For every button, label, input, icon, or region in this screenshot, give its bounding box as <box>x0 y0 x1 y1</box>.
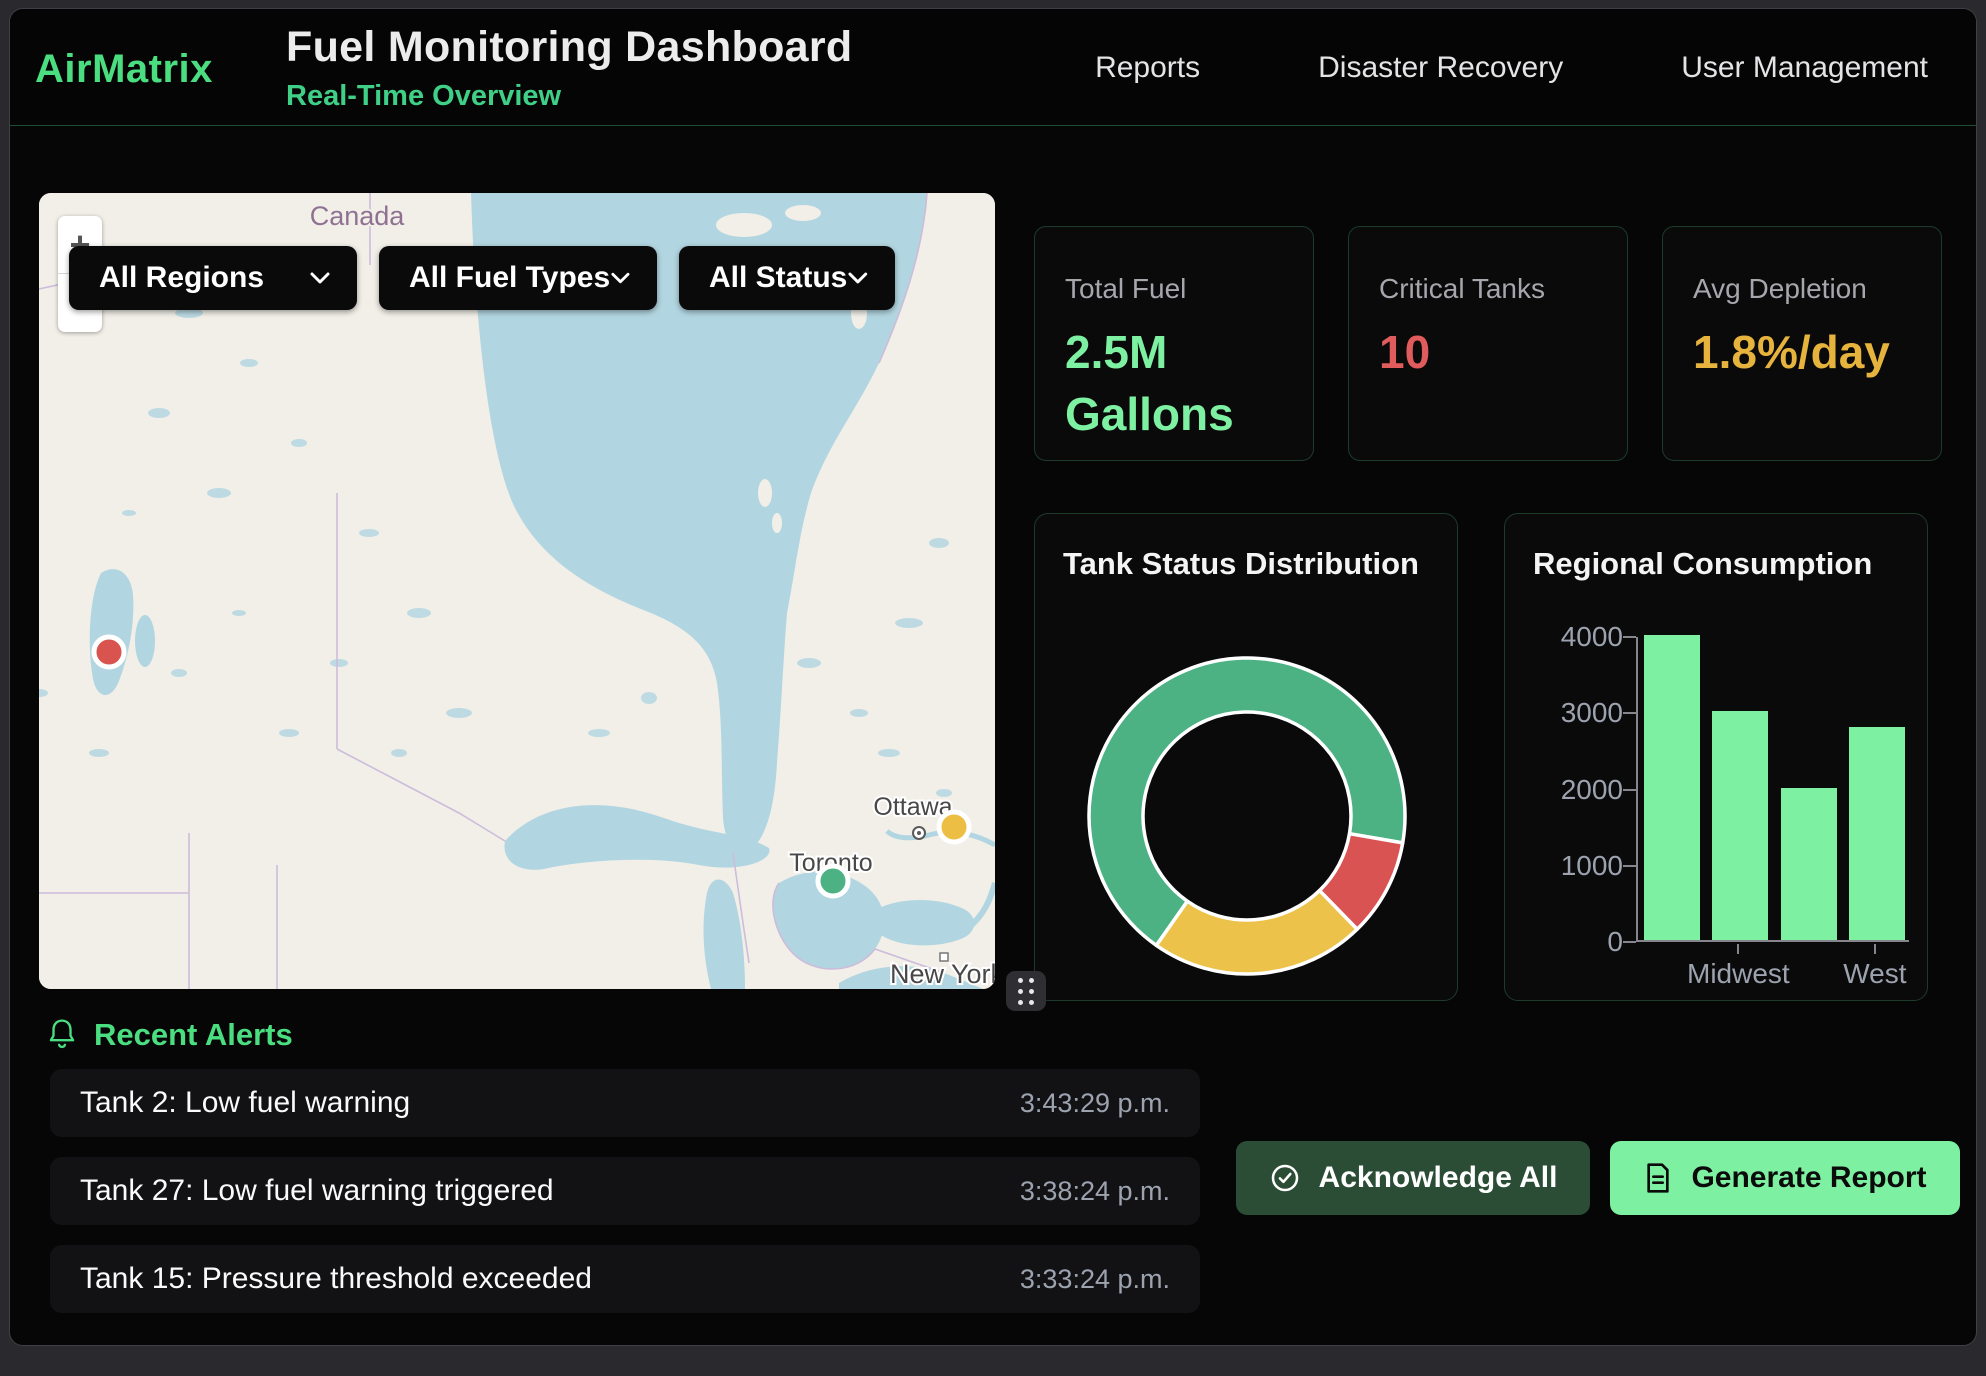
recent-alerts-title: Recent Alerts <box>94 1017 293 1052</box>
consumption-bar-1 <box>1644 635 1701 940</box>
alert-text: Tank 15: Pressure threshold exceeded <box>80 1262 592 1295</box>
alert-text: Tank 2: Low fuel warning <box>80 1086 411 1119</box>
nav-item-reports[interactable]: Reports <box>1095 50 1201 84</box>
tank-status-chart-card: Tank Status Distribution <box>1034 513 1458 1001</box>
bar-x-tick-mark <box>1737 944 1740 954</box>
bar-y-tick-mark <box>1623 864 1636 867</box>
map-canvas: Canada Ottawa Toronto New York <box>39 193 995 989</box>
fuel-type-filter-value: All Fuel Types <box>409 261 611 294</box>
bar-chart-title: Regional Consumption <box>1533 546 1873 581</box>
bar-x-tick-label: Midwest <box>1687 958 1790 989</box>
chevron-down-icon <box>310 272 330 284</box>
page-title: Fuel Monitoring Dashboard <box>286 23 853 71</box>
generate-report-button[interactable]: Generate Report <box>1610 1141 1960 1215</box>
acknowledge-all-button[interactable]: Acknowledge All <box>1236 1141 1590 1215</box>
bar-y-tick-label: 4000 <box>1560 621 1623 652</box>
chevron-down-icon <box>611 272 630 284</box>
bar-y-tick-mark <box>1623 636 1636 638</box>
bar-y-tick-label: 1000 <box>1560 849 1623 881</box>
page-subtitle: Real-Time Overview <box>286 80 562 112</box>
bar-y-tick-mark <box>1623 712 1636 715</box>
donut-chart-title: Tank Status Distribution <box>1063 546 1419 581</box>
bell-icon <box>49 1019 75 1049</box>
bar-plot-area <box>1636 635 1909 942</box>
chevron-down-icon <box>848 272 868 284</box>
nav-item-disaster-recovery[interactable]: Disaster Recovery <box>1318 50 1564 84</box>
check-circle-icon <box>1271 1164 1298 1192</box>
top-header: AirMatrix Fuel Monitoring Dashboard Real… <box>10 9 1976 126</box>
stat-label: Critical Tanks <box>1379 273 1545 304</box>
bar-x-tick-label: West <box>1843 958 1907 989</box>
stat-card-critical-tanks: Critical Tanks 10 <box>1348 226 1628 461</box>
map-lake-ontario <box>870 900 975 946</box>
consumption-bar-2 <box>1712 711 1769 940</box>
acknowledge-all-label: Acknowledge All <box>1318 1161 1558 1194</box>
bar-y-tick-mark <box>1623 941 1636 943</box>
app-logo: AirMatrix <box>35 47 213 91</box>
map-filters: All Regions All Fuel Types All Status <box>69 246 895 310</box>
map-lake-michigan <box>703 879 745 989</box>
main-nav: Reports Disaster Recovery User Managemen… <box>1095 9 1928 126</box>
map-label-new-york: New York <box>890 959 995 989</box>
alert-row-3[interactable]: Tank 15: Pressure threshold exceeded 3:3… <box>50 1245 1200 1313</box>
nav-item-user-management[interactable]: User Management <box>1681 50 1928 84</box>
status-filter-value: All Status <box>709 261 848 294</box>
recent-alerts-heading: Recent Alerts <box>46 1017 293 1053</box>
bar-y-tick-label: 3000 <box>1560 697 1623 729</box>
alert-timestamp: 3:38:24 p.m. <box>1019 1175 1170 1206</box>
status-filter-select[interactable]: All Status <box>679 246 895 310</box>
map-lake-erie <box>839 966 983 989</box>
map-lake-superior <box>504 805 770 870</box>
map-drag-grip[interactable] <box>1006 971 1046 1011</box>
map-label-canada: Canada <box>310 201 406 231</box>
stat-value-total-fuel: 2.5M Gallons <box>1065 326 1234 441</box>
map-town-dot-ottawa-inner <box>917 831 921 835</box>
alert-row-2[interactable]: Tank 27: Low fuel warning triggered 3:38… <box>50 1157 1200 1225</box>
donut-slice-normal <box>1087 656 1407 948</box>
stat-card-total-fuel: Total Fuel 2.5M Gallons <box>1034 226 1314 461</box>
fuel-map[interactable]: Canada Ottawa Toronto New York + − All R… <box>39 193 995 989</box>
regional-consumption-chart-card: Regional Consumption 0 1000 2000 3000 4000 Mi… <box>1504 513 1928 1001</box>
alert-row-1[interactable]: Tank 2: Low fuel warning 3:43:29 p.m. <box>50 1069 1200 1137</box>
bar-y-tick-mark <box>1623 788 1636 791</box>
map-river-st-lawrence <box>965 882 995 932</box>
donut-slice-warning <box>1154 888 1359 976</box>
map-water-hudson-bay <box>471 193 927 852</box>
tank-status-donut-chart <box>1087 656 1407 976</box>
document-icon <box>1647 1163 1670 1193</box>
region-filter-value: All Regions <box>99 261 265 294</box>
map-lake-huron <box>772 871 885 969</box>
generate-report-label: Generate Report <box>1691 1161 1927 1194</box>
map-lake-small <box>135 615 155 667</box>
stat-label: Avg Depletion <box>1693 273 1867 304</box>
page-title-block: Fuel Monitoring Dashboard Real-Time Over… <box>286 23 852 113</box>
stat-label: Total Fuel <box>1065 273 1187 304</box>
dashboard-container: AirMatrix Fuel Monitoring Dashboard Real… <box>9 8 1977 1346</box>
critical-tank-marker[interactable] <box>91 634 127 670</box>
fuel-type-filter-select[interactable]: All Fuel Types <box>379 246 657 310</box>
map-lake-speckles <box>39 308 952 797</box>
stat-card-avg-depletion: Avg Depletion 1.8%/day <box>1662 226 1942 461</box>
alert-timestamp: 3:33:24 p.m. <box>1019 1263 1170 1294</box>
stat-value-avg-depletion: 1.8%/day <box>1693 326 1890 378</box>
bar-y-tick-label: 2000 <box>1560 773 1623 805</box>
map-town-dot-new-york <box>939 952 949 962</box>
alert-text: Tank 27: Low fuel warning triggered <box>80 1174 554 1207</box>
consumption-bar-4 <box>1848 726 1905 940</box>
alert-timestamp: 3:43:29 p.m. <box>1019 1087 1170 1118</box>
normal-tank-marker[interactable] <box>815 863 851 899</box>
stat-value-critical-tanks: 10 <box>1379 326 1431 378</box>
region-filter-select[interactable]: All Regions <box>69 246 357 310</box>
map-river-ottawa <box>885 829 995 848</box>
consumption-bar-3 <box>1780 787 1837 940</box>
bar-y-tick-label: 0 <box>1607 926 1623 957</box>
bar-x-tick-mark <box>1873 944 1876 954</box>
warning-tank-marker[interactable] <box>936 809 972 845</box>
